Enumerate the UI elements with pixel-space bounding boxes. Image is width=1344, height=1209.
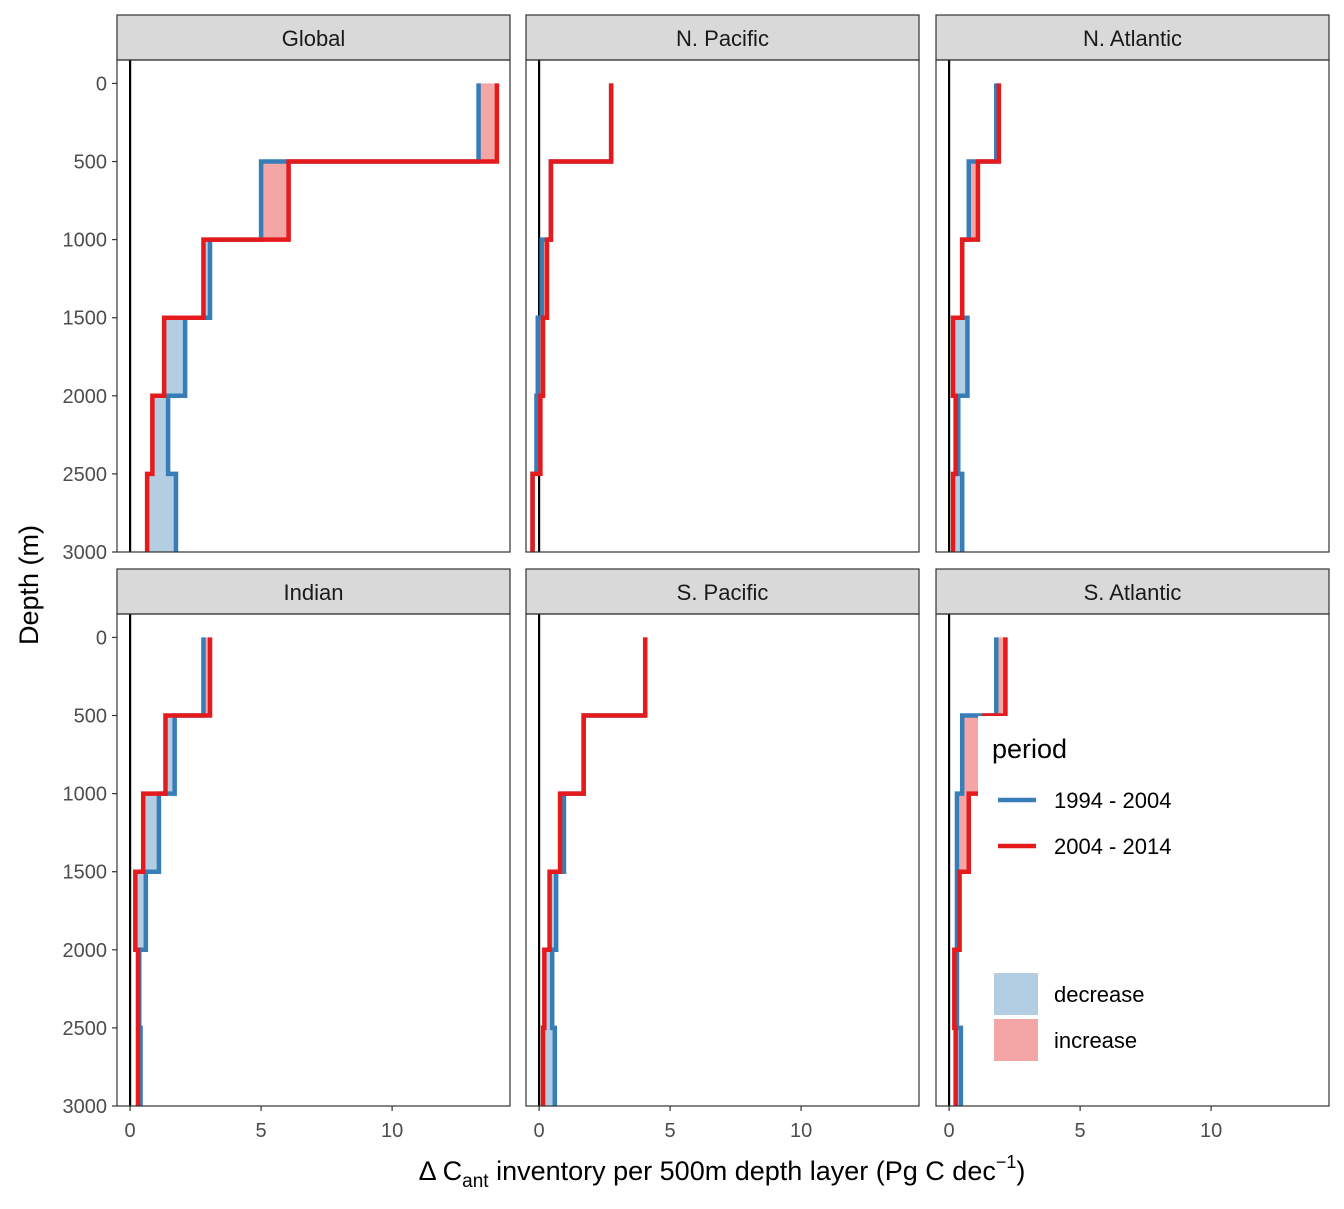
- y-tick-label: 2500: [63, 464, 108, 486]
- y-tick-label: 3000: [63, 542, 108, 564]
- legend-label: 2004 - 2014: [1054, 834, 1171, 859]
- panel-border: [116, 59, 511, 553]
- decrease-fill: [164, 317, 186, 396]
- y-tick-label: 1000: [63, 230, 108, 252]
- x-tick-label: 10: [381, 1120, 403, 1142]
- y-tick-label: 1000: [63, 784, 108, 806]
- increase-fill: [541, 239, 547, 318]
- panel-n-pacific: N. Pacific: [525, 14, 920, 553]
- y-tick-label: 0: [96, 73, 107, 95]
- y-tick-label: 1500: [63, 862, 108, 884]
- panel-strip: [525, 568, 920, 615]
- legend-label: decrease: [1054, 982, 1145, 1007]
- decrease-fill: [543, 1027, 555, 1106]
- y-tick-label: 2500: [63, 1018, 108, 1040]
- decrease-fill: [147, 473, 176, 552]
- x-tick-label: 5: [665, 1120, 676, 1142]
- x-axis-title-suffix: ): [1016, 1156, 1025, 1186]
- legend-title: period: [992, 734, 1067, 764]
- increase-fill: [968, 161, 978, 240]
- panel-strip: [935, 568, 1330, 615]
- series-line-1994-2004: [549, 637, 648, 1106]
- x-axis-title-subscript: ant: [462, 1171, 489, 1192]
- decrease-fill: [203, 239, 211, 318]
- axes-layer: 0500100015002000250030000500100015002000…: [63, 73, 1223, 1142]
- panel-n-atlantic: N. Atlantic: [935, 14, 1330, 553]
- y-tick-label: 3000: [63, 1096, 108, 1118]
- x-tick-label: 5: [256, 1120, 267, 1142]
- panels-layer: Global N. Pacific N. Atlantic Indian S. Paci…: [116, 14, 1330, 1107]
- difference-fills: [147, 83, 497, 552]
- y-tick-label: 500: [74, 706, 107, 728]
- x-axis-title-middle: inventory per 500m depth layer (Pg C dec: [489, 1156, 996, 1186]
- series-line-1994-2004: [137, 637, 206, 1106]
- panel-strip-label: N. Pacific: [676, 26, 769, 51]
- y-tick-label: 500: [74, 152, 107, 174]
- panel-global: Global: [116, 14, 511, 553]
- series-line-1994-2004: [956, 83, 999, 552]
- panel-strip-label: N. Atlantic: [1083, 26, 1182, 51]
- series-line-2004-2014: [540, 637, 648, 1106]
- panel-indian: Indian: [116, 568, 511, 1107]
- decrease-fill: [955, 1027, 961, 1106]
- panel-strip-label: Indian: [284, 580, 344, 605]
- legend-label: increase: [1054, 1028, 1137, 1053]
- panel-border: [525, 613, 920, 1107]
- series-line-2004-2014: [950, 83, 1002, 552]
- increase-fill: [956, 793, 969, 872]
- panel-border: [935, 59, 1330, 553]
- increase-fill: [203, 637, 211, 716]
- increase-fill: [996, 637, 1006, 716]
- decrease-fill: [953, 473, 963, 552]
- y-tick-label: 2000: [63, 940, 108, 962]
- legend-key-decrease: [994, 973, 1038, 1015]
- increase-fill: [261, 161, 289, 240]
- y-tick-label: 2000: [63, 386, 108, 408]
- y-tick-label: 1500: [63, 308, 108, 330]
- panel-strip-label: S. Atlantic: [1084, 580, 1182, 605]
- panel-border: [935, 613, 1330, 1107]
- legend: period 1994 - 2004 2004 - 2014 decrease incr…: [978, 716, 1216, 1101]
- x-tick-label: 0: [534, 1120, 545, 1142]
- series-line-1994-2004: [954, 637, 999, 1106]
- x-tick-label: 10: [790, 1120, 812, 1142]
- x-tick-label: 0: [944, 1120, 955, 1142]
- y-axis-title: Depth (m): [14, 525, 44, 645]
- x-tick-label: 0: [125, 1120, 136, 1142]
- panel-strip: [116, 14, 511, 61]
- x-tick-label: 5: [1075, 1120, 1086, 1142]
- panel-border: [116, 613, 511, 1107]
- x-axis-title: Δ Cant inventory per 500m depth layer (P…: [419, 1152, 1026, 1192]
- x-axis-title-superscript: −1: [996, 1152, 1017, 1172]
- decrease-fill: [549, 871, 557, 950]
- x-axis-title-prefix: Δ C: [419, 1156, 463, 1186]
- legend-key-increase: [994, 1019, 1038, 1061]
- y-tick-label: 0: [96, 627, 107, 649]
- panel-strip: [116, 568, 511, 615]
- increase-fill: [537, 317, 544, 396]
- series-line-2004-2014: [530, 83, 614, 552]
- series-line-2004-2014: [133, 637, 213, 1106]
- panel-strip-label: S. Pacific: [677, 580, 769, 605]
- legend-label: 1994 - 2004: [1054, 788, 1171, 813]
- panel-border: [525, 59, 920, 553]
- x-tick-label: 10: [1200, 1120, 1222, 1142]
- decrease-fill: [165, 715, 175, 794]
- panel-strip-label: Global: [282, 26, 346, 51]
- increase-fill: [478, 83, 497, 162]
- decrease-fill: [953, 317, 968, 396]
- decrease-fill: [135, 871, 146, 950]
- series-line-1994-2004: [165, 83, 481, 552]
- panel-strip: [935, 14, 1330, 61]
- panel-s-pacific: S. Pacific: [525, 568, 920, 1107]
- series-line-2004-2014: [952, 637, 1008, 1106]
- panel-strip: [525, 14, 920, 61]
- decrease-fill: [544, 949, 553, 1028]
- decrease-fill: [152, 395, 169, 474]
- decrease-fill: [143, 793, 159, 872]
- series-line-2004-2014: [144, 83, 500, 552]
